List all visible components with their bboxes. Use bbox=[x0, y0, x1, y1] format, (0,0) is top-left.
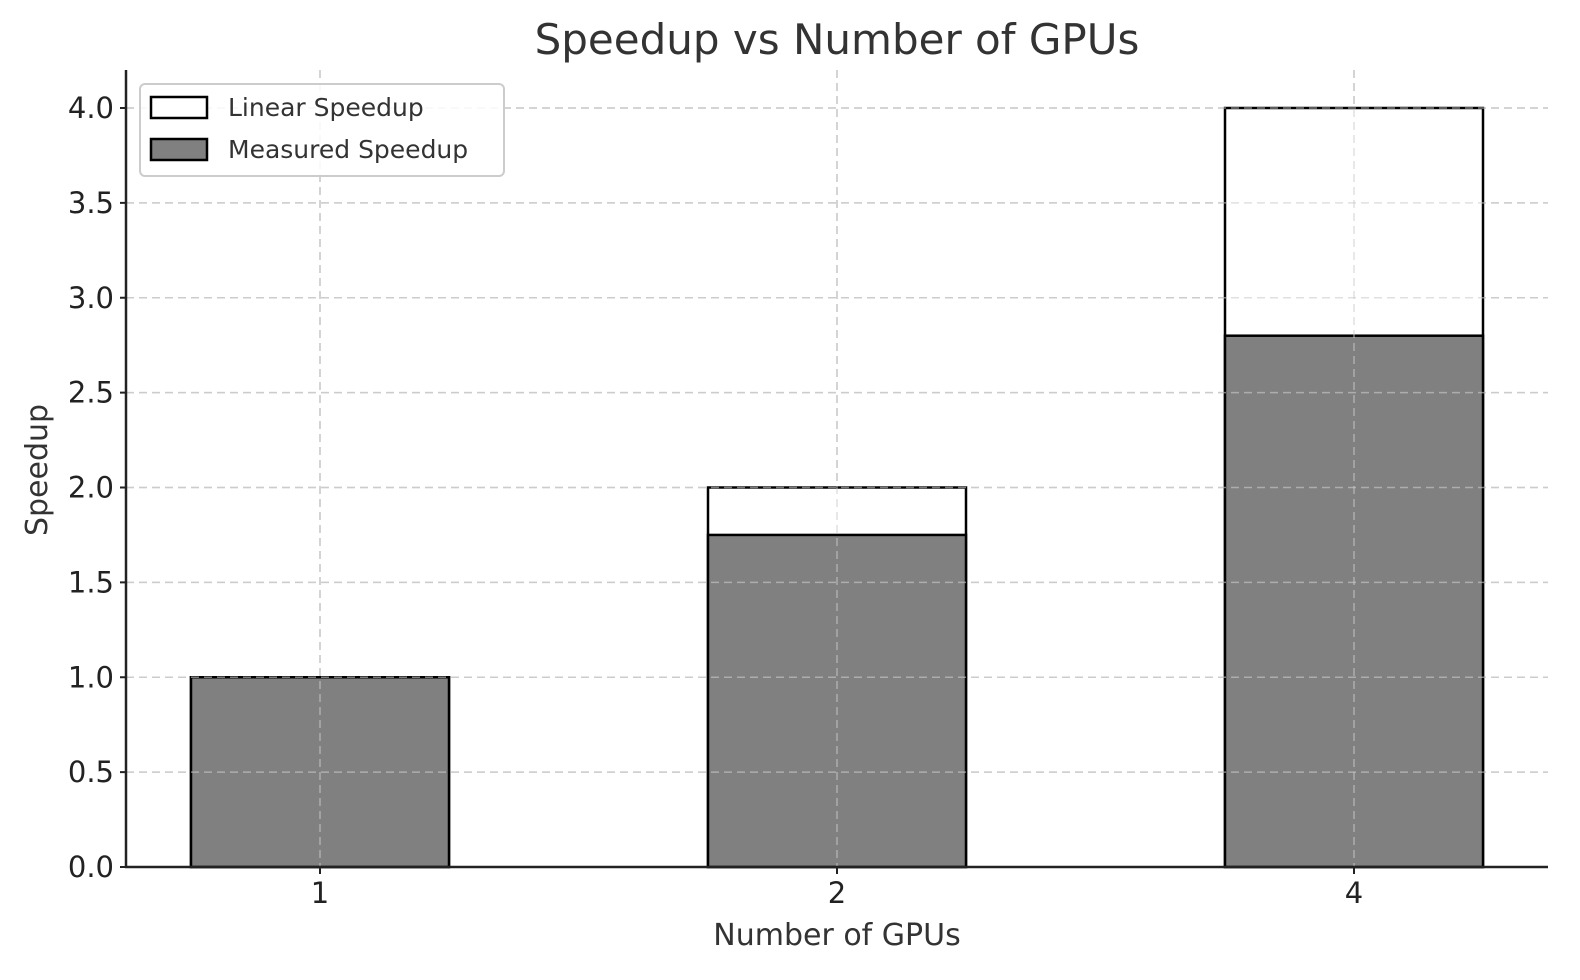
x-tick-label: 1 bbox=[311, 876, 329, 910]
y-tick-label: 1.5 bbox=[68, 565, 114, 599]
y-tick-label: 0.5 bbox=[68, 755, 114, 789]
y-tick-label: 4.0 bbox=[68, 91, 114, 125]
legend-swatch-linear bbox=[149, 95, 209, 120]
y-tick-label: 1.0 bbox=[68, 660, 114, 694]
y-ticks: 0.0 0.5 1.0 1.5 2.0 2.5 3.0 3.5 4.0 bbox=[68, 91, 126, 884]
legend-swatch-measured bbox=[149, 137, 209, 162]
y-tick-label: 2.5 bbox=[68, 376, 114, 410]
x-ticks: 1 2 4 bbox=[311, 867, 1363, 910]
legend: Linear Speedup Measured Speedup bbox=[139, 83, 505, 177]
x-tick-label: 4 bbox=[1345, 876, 1363, 910]
legend-label-linear: Linear Speedup bbox=[228, 93, 424, 122]
chart-title: Speedup vs Number of GPUs bbox=[535, 15, 1140, 64]
x-axis-label: Number of GPUs bbox=[713, 918, 960, 953]
y-tick-label: 3.5 bbox=[68, 186, 114, 220]
y-axis-label: Speedup bbox=[20, 404, 55, 536]
x-tick-label: 2 bbox=[828, 876, 846, 910]
legend-frame bbox=[139, 83, 505, 177]
y-tick-label: 2.0 bbox=[68, 471, 114, 505]
y-tick-label: 0.0 bbox=[68, 850, 114, 884]
y-tick-label: 3.0 bbox=[68, 281, 114, 315]
legend-label-measured: Measured Speedup bbox=[228, 135, 468, 164]
